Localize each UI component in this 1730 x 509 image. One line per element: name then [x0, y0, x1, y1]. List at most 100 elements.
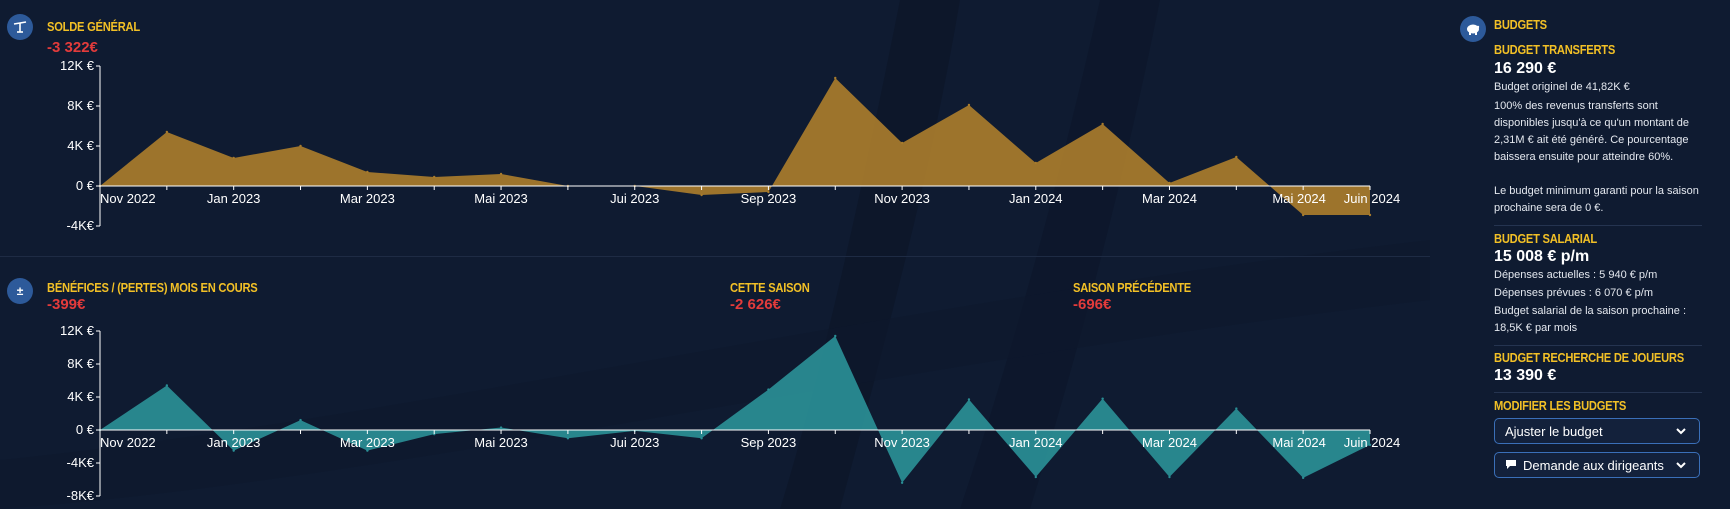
x-tick-label: Jan 2023 [207, 435, 261, 450]
x-tick-label: Nov 2022 [100, 435, 156, 450]
transfer-budget-original: Budget originel de 41,82K € [1494, 81, 1630, 93]
x-tick-label: Nov 2023 [874, 191, 930, 206]
transfer-budget-title: BUDGET TRANSFERTS [1494, 42, 1616, 57]
salary-budget-title: BUDGET SALARIAL [1494, 231, 1597, 246]
transfer-budget-value: 16 290 € [1494, 60, 1557, 77]
x-tick-label: Mar 2024 [1142, 191, 1197, 206]
data-point [900, 481, 904, 484]
adjust-budget-dropdown[interactable]: Ajuster le budget [1494, 418, 1700, 444]
data-point [1168, 181, 1171, 185]
y-tick-label: 4K € [67, 138, 95, 153]
y-tick-label: 4K € [67, 389, 95, 404]
scale-icon [7, 14, 33, 40]
ask-board-label: Demande aux dirigeants [1523, 457, 1664, 473]
scouting-budget-value: 13 390 € [1494, 367, 1557, 384]
data-point [767, 190, 770, 194]
balance-value: -3 322€ [47, 39, 98, 56]
data-point [165, 384, 169, 387]
x-tick-label: Juin 2024 [1344, 191, 1400, 206]
data-point [834, 76, 837, 80]
x-tick-label: Mai 2023 [474, 435, 527, 450]
balance-panel: SOLDE GÉNÉRAL -3 322€ 12K € 8K € 4K € 0 € -4… [0, 0, 1430, 256]
transfer-budget-minimum: Le budget minimum garanti pour la saison… [1494, 185, 1699, 214]
data-point [1101, 122, 1104, 126]
data-point [834, 334, 837, 338]
data-point [366, 170, 369, 174]
x-tick-label: Jan 2024 [1009, 435, 1063, 450]
y-tick-label: 8K € [67, 98, 95, 113]
profit-title: BÉNÉFICES / (PERTES) MOIS EN COURS [47, 280, 258, 295]
profit-value: -399€ [47, 296, 86, 313]
data-point [232, 156, 235, 160]
x-tick-label: Mar 2023 [340, 191, 395, 206]
area-series-1 [100, 78, 1370, 215]
data-point [433, 175, 436, 179]
data-point [967, 398, 971, 401]
x-tick-label: Nov 2023 [874, 435, 930, 450]
y-tick-label: 8K € [67, 356, 95, 371]
data-point [299, 418, 302, 422]
y-tick-label: 12K € [60, 58, 95, 73]
x-tick-label: Sep 2023 [741, 435, 797, 450]
modify-budgets-title: MODIFIER LES BUDGETS [1494, 398, 1627, 413]
data-point [1235, 155, 1238, 159]
data-point [967, 103, 971, 107]
adjust-budget-label: Ajuster le budget [1505, 423, 1603, 439]
piggy-bank-icon [1460, 16, 1486, 42]
season-value: -2 626€ [730, 296, 781, 313]
x-tick-label: Mar 2023 [340, 435, 395, 450]
data-point [232, 449, 235, 452]
x-tick-label: Jan 2024 [1009, 191, 1063, 206]
data-point [700, 437, 703, 440]
data-point [1301, 476, 1305, 480]
y-tick-label: -4K€ [67, 455, 95, 470]
data-point [1034, 475, 1037, 479]
divider [1494, 392, 1702, 393]
x-tick-label: Nov 2022 [100, 191, 156, 206]
area-series-2 [100, 335, 1370, 483]
budgets-sidebar: BUDGETS BUDGET TRANSFERTS 16 290 € Budge… [1455, 0, 1730, 509]
salary-next-season: Budget salarial de la saison prochaine :… [1494, 305, 1687, 334]
x-tick-label: Mai 2024 [1272, 191, 1325, 206]
balance-chart: 12K € 8K € 4K € 0 € -4K€ Nov 2022 Jan 2023 Mar … [60, 58, 1400, 233]
data-point [1368, 213, 1372, 217]
y-tick-label: 0 € [76, 178, 95, 193]
x-tick-label: Jui 2023 [610, 435, 659, 450]
chevron-down-icon [1676, 428, 1686, 435]
data-point [433, 432, 436, 436]
scouting-budget-title: BUDGET RECHERCHE DE JOUEURS [1494, 350, 1684, 365]
data-point [1368, 443, 1372, 447]
data-point [165, 130, 169, 134]
x-tick-label: Sep 2023 [741, 191, 797, 206]
x-tick-label: Jui 2023 [610, 191, 659, 206]
divider [1494, 225, 1702, 226]
chevron-down-icon [1676, 462, 1686, 469]
x-tick-label: Jan 2023 [207, 191, 261, 206]
profit-chart: 12K € 8K € 4K € 0 € -4K€ -8K€ Nov 2022 Jan 2023… [60, 323, 1400, 503]
salary-planned-spending: Dépenses prévues : 6 070 € p/m [1494, 287, 1653, 299]
season-title: CETTE SAISON [730, 280, 810, 295]
profit-panel: ± BÉNÉFICES / (PERTES) MOIS EN COURS -39… [0, 258, 1430, 509]
data-point [1235, 407, 1238, 410]
salary-current-spending: Dépenses actuelles : 5 940 € p/m [1494, 269, 1658, 281]
ask-board-dropdown[interactable]: Demande aux dirigeants [1494, 452, 1700, 478]
data-point [499, 172, 503, 176]
balance-title: SOLDE GÉNÉRAL [47, 19, 140, 34]
x-tick-label: Juin 2024 [1344, 435, 1400, 450]
data-point [366, 449, 369, 452]
chat-bubble-icon [1505, 458, 1517, 473]
data-point [700, 193, 703, 197]
data-point [1168, 475, 1171, 479]
data-point [1301, 213, 1305, 217]
x-tick-label: Mai 2024 [1272, 435, 1325, 450]
previous-season-title: SAISON PRÉCÉDENTE [1073, 280, 1191, 295]
section-separator [0, 256, 1430, 257]
y-tick-label: 12K € [60, 323, 95, 338]
plus-minus-icon: ± [7, 278, 33, 304]
previous-season-value: -696€ [1073, 296, 1112, 313]
data-point [900, 141, 904, 145]
y-tick-label: 0 € [76, 422, 95, 437]
data-point [767, 388, 770, 391]
y-tick-label: -8K€ [67, 488, 95, 503]
x-tick-label: Mai 2023 [474, 191, 527, 206]
